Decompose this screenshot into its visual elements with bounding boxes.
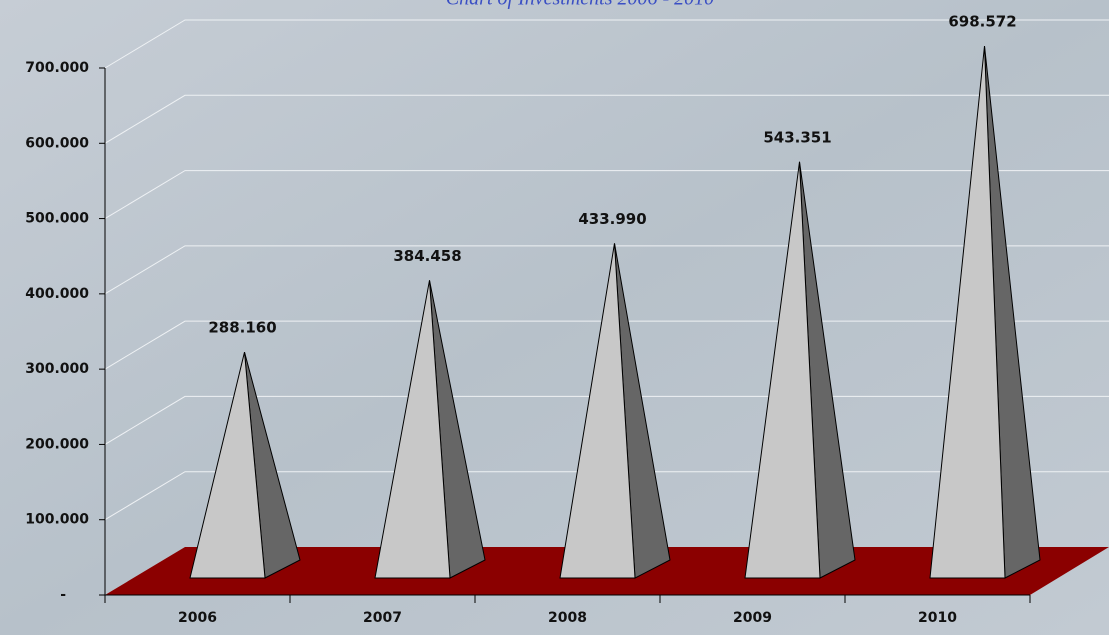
data-label: 698.572 <box>948 13 1016 31</box>
pyramid-front <box>929 46 1006 579</box>
y-tick-label: 600.000 <box>25 135 89 151</box>
pyramid-front <box>744 161 821 579</box>
y-tick-label: 400.000 <box>25 286 89 302</box>
grid-line <box>104 19 1109 69</box>
data-label: 384.458 <box>393 247 461 265</box>
x-tick-label: 2006 <box>178 610 217 626</box>
grid-line <box>104 94 1109 144</box>
y-tick-label: 300.000 <box>25 361 89 377</box>
data-label: 433.990 <box>578 210 646 228</box>
chart-title: Chart of Investments 2006 - 2010 <box>446 0 714 10</box>
data-label: 543.351 <box>763 128 831 146</box>
x-tick-label: 2010 <box>918 610 957 626</box>
x-tick-label: 2008 <box>548 610 587 626</box>
y-tick-label: - <box>60 587 66 603</box>
pyramid-front <box>374 280 451 579</box>
data-label: 288.160 <box>208 319 276 337</box>
y-tick-label: 500.000 <box>25 211 89 227</box>
pyramid-front <box>189 351 266 579</box>
pyramid-front <box>559 243 636 579</box>
x-tick-label: 2007 <box>363 610 402 626</box>
y-tick-label: 700.000 <box>25 60 89 76</box>
x-tick-label: 2009 <box>733 610 772 626</box>
y-tick-label: 100.000 <box>25 512 89 528</box>
y-tick-label: 200.000 <box>25 436 89 452</box>
